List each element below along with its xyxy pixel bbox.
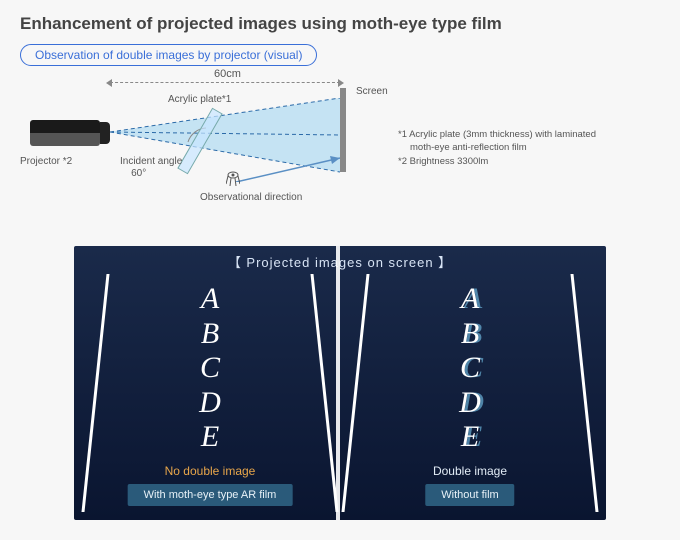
- left-condition-pill: With moth-eye type AR film: [128, 484, 293, 506]
- setup-diagram: 60cm Acrylic plate*1 Screen Projector *2…: [20, 72, 660, 242]
- distance-dimension-line: [110, 82, 340, 83]
- footnote-1-line2: moth-eye anti-reflection film: [398, 141, 596, 154]
- subtitle-badge: Observation of double images by projecto…: [20, 44, 317, 66]
- letter-d: D: [86, 386, 334, 421]
- distance-label: 60cm: [210, 68, 245, 80]
- letter-b: B: [86, 317, 334, 352]
- footnote-1-line1: *1 Acrylic plate (3mm thickness) with la…: [398, 128, 596, 141]
- projection-screen: [340, 88, 346, 172]
- projected-letters-sharp: A B C D E: [86, 282, 334, 455]
- footnotes: *1 Acrylic plate (3mm thickness) with la…: [398, 128, 596, 168]
- incident-angle-value: 60°: [131, 168, 146, 179]
- right-condition-pill: Without film: [425, 484, 514, 506]
- acrylic-plate-label: Acrylic plate*1: [168, 94, 231, 105]
- projector-lens: [100, 122, 110, 144]
- incident-angle-text: Incident angle: [120, 156, 182, 167]
- incident-angle-label: Incident angle 60°: [120, 156, 182, 180]
- projector-label: Projector *2: [20, 156, 72, 167]
- letter-e: E: [86, 420, 334, 455]
- observational-direction-label: Observational direction: [200, 192, 302, 203]
- letter-c: C: [86, 351, 334, 386]
- observer-eye-icon: [226, 170, 240, 188]
- letter-c: C: [346, 351, 594, 386]
- letter-b: B: [346, 317, 594, 352]
- page-title: Enhancement of projected images using mo…: [0, 0, 680, 44]
- letter-a: A: [346, 282, 594, 317]
- page-container: Enhancement of projected images using mo…: [0, 0, 680, 540]
- letter-d: D: [346, 386, 594, 421]
- letter-a: A: [86, 282, 334, 317]
- comparison-heading: 【 Projected images on screen 】: [74, 252, 606, 271]
- left-result-label: No double image: [86, 464, 334, 478]
- panel-divider: [336, 246, 340, 520]
- projected-letters-double: A B C D E: [346, 282, 594, 455]
- panel-with-film: A B C D E No double image With moth-eye …: [86, 274, 334, 512]
- right-result-label: Double image: [346, 464, 594, 478]
- panel-without-film: A B C D E Double image Without film: [346, 274, 594, 512]
- projector-body: [30, 120, 100, 146]
- letter-e: E: [346, 420, 594, 455]
- screen-label: Screen: [356, 86, 388, 97]
- comparison-panel: 【 Projected images on screen 】 A B C D E…: [74, 246, 606, 520]
- footnote-2: *2 Brightness 3300lm: [398, 155, 596, 168]
